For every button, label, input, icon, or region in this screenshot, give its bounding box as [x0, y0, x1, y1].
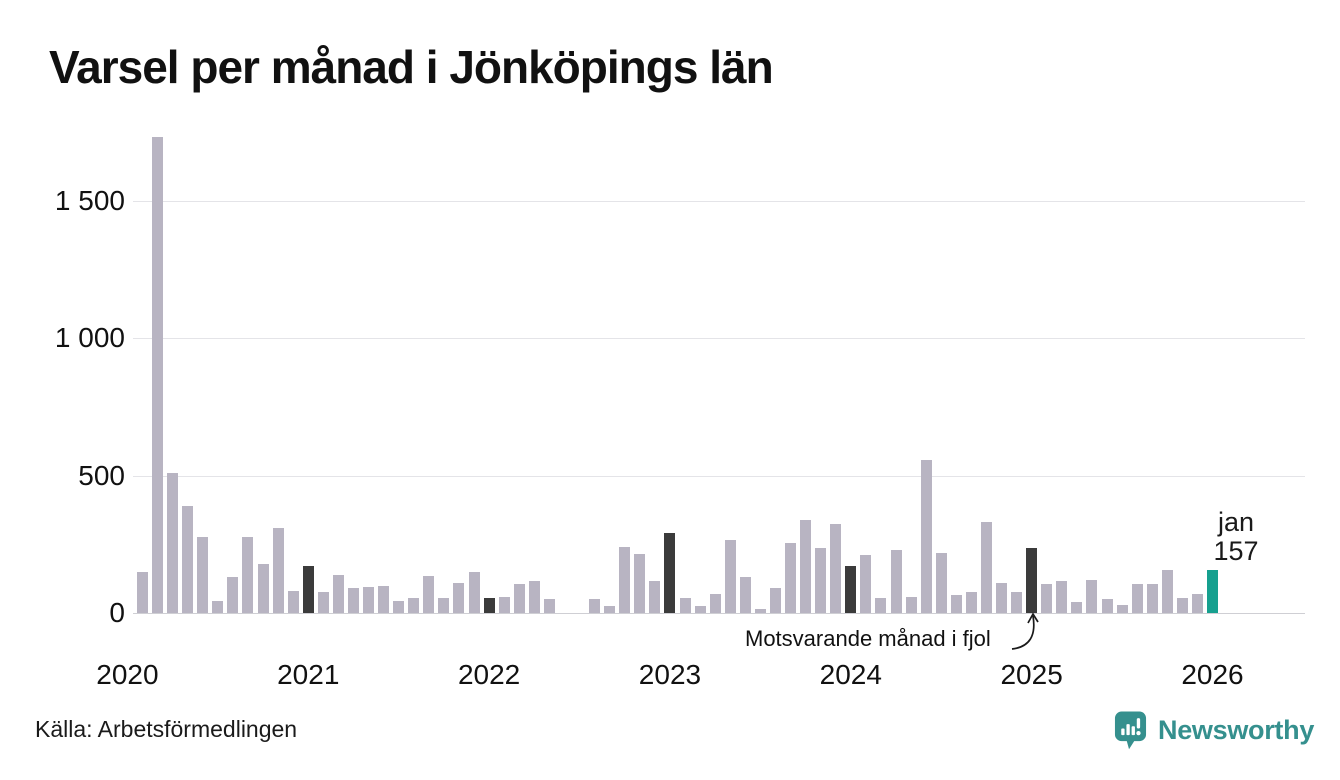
bar-2023-01: [664, 533, 676, 613]
bar-2020-07: [212, 600, 224, 613]
bar-2020-03: [152, 137, 164, 613]
source-text: Källa: Arbetsförmedlingen: [35, 716, 298, 742]
bar-2022-04: [528, 581, 540, 613]
bar-2022-01: [483, 597, 495, 613]
bar-2025-07: [1116, 604, 1128, 613]
bar-2021-12: [468, 571, 480, 613]
bar-2022-11: [634, 553, 646, 613]
current-month-label: jan 157: [1202, 508, 1270, 566]
bar-2020-10: [257, 563, 269, 613]
bar-2023-02: [679, 597, 691, 613]
bar-2020-12: [287, 591, 299, 613]
gridline-1500: [133, 200, 1305, 202]
bar-2021-04: [347, 588, 359, 613]
x-tick-label-2023: 2023: [638, 659, 702, 690]
y-tick-label-1000: 1 000: [54, 322, 125, 353]
bar-2023-12: [830, 523, 842, 613]
bar-2024-03: [875, 597, 887, 613]
bar-2022-03: [513, 584, 525, 613]
bar-2023-03: [694, 606, 706, 613]
newsworthy-bubble-icon: [1114, 711, 1147, 750]
bar-2020-08: [227, 577, 239, 613]
bar-2023-07: [754, 608, 766, 613]
bar-2021-06: [378, 585, 390, 613]
bar-2022-08: [589, 599, 601, 613]
bar-2022-02: [498, 596, 510, 613]
bar-2024-01: [845, 566, 857, 613]
x-tick-label-2020: 2020: [96, 659, 159, 690]
bar-2024-05: [905, 596, 917, 613]
y-tick-label-500: 500: [78, 459, 125, 491]
bar-2022-10: [619, 547, 631, 613]
bar-2024-08: [950, 595, 962, 613]
bar-2021-05: [363, 586, 375, 613]
bar-2020-09: [242, 537, 254, 613]
bar-2021-10: [438, 597, 450, 613]
bar-2024-02: [860, 555, 872, 613]
bar-2020-05: [182, 505, 194, 613]
bar-2021-03: [332, 574, 344, 613]
bar-2025-08: [1131, 584, 1143, 613]
bar-2021-08: [408, 597, 420, 613]
bar-2025-04: [1071, 602, 1083, 613]
bar-2026-01: [1206, 569, 1218, 613]
newsworthy-logo-text: Newsworthy: [1158, 714, 1315, 745]
highlight-annotation: Motsvarande månad i fjol: [745, 626, 991, 651]
bar-2024-12: [1011, 592, 1023, 613]
bar-2025-05: [1086, 580, 1098, 613]
x-tick-label-2022: 2022: [457, 659, 521, 690]
gridline-500: [133, 475, 1305, 477]
bar-2020-11: [272, 527, 284, 613]
bar-2024-11: [996, 582, 1007, 613]
bar-2025-01: [1026, 548, 1038, 613]
bar-2023-04: [709, 593, 721, 613]
y-tick-label-0: 0: [109, 597, 125, 628]
gridline-0: [133, 613, 1305, 614]
bar-2024-06: [920, 460, 932, 613]
bar-2023-05: [724, 540, 736, 613]
bar-2023-08: [769, 588, 781, 613]
bar-2024-07: [935, 552, 947, 613]
bar-2025-10: [1161, 570, 1173, 613]
current-month-name: jan: [1217, 507, 1255, 537]
bar-2021-02: [317, 592, 329, 613]
bar-2025-09: [1146, 584, 1158, 613]
bar-2023-10: [800, 519, 812, 613]
bar-2025-11: [1176, 597, 1188, 613]
bar-2021-11: [453, 582, 465, 613]
bar-2021-07: [393, 600, 405, 613]
bar-2023-06: [739, 577, 751, 613]
bar-2024-09: [965, 592, 977, 613]
gridline-1000: [133, 338, 1305, 339]
bar-2025-12: [1191, 593, 1203, 613]
bar-2021-09: [423, 575, 435, 613]
bar-2020-04: [167, 472, 179, 613]
bar-2025-06: [1101, 599, 1113, 613]
bar-2025-02: [1041, 584, 1053, 613]
x-tick-label-2024: 2024: [819, 659, 882, 690]
annotation-arrow-icon: [1011, 612, 1039, 650]
bar-2024-10: [980, 522, 992, 613]
newsworthy-logo[interactable]: Newsworthy: [1112, 708, 1314, 752]
x-tick-label-2021: 2021: [277, 659, 340, 690]
x-tick-label-2025: 2025: [1000, 659, 1063, 690]
bar-2022-05: [543, 599, 555, 613]
bar-2022-09: [604, 606, 616, 613]
bar-2020-06: [197, 537, 209, 613]
bar-2023-11: [815, 548, 827, 613]
bar-2021-01: [302, 566, 314, 613]
bar-2024-04: [890, 549, 902, 613]
bar-2020-02: [137, 571, 148, 613]
y-tick-label-1500: 1 500: [54, 184, 125, 216]
current-month-value: 157: [1213, 536, 1259, 566]
bar-2022-12: [649, 581, 661, 613]
bar-2023-09: [785, 542, 797, 613]
chart-title: Varsel per månad i Jönköpings län: [49, 41, 774, 93]
bar-2025-03: [1056, 581, 1068, 613]
x-tick-label-2026: 2026: [1181, 659, 1244, 690]
